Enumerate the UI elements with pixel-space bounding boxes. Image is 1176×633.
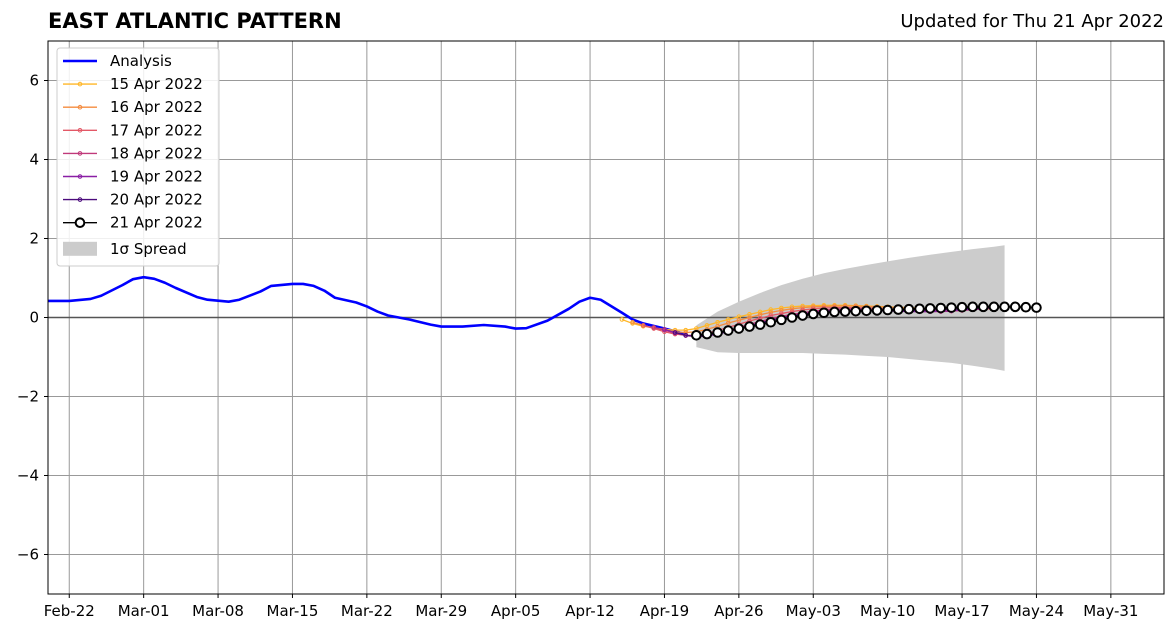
legend-label: 1σ Spread (110, 240, 187, 258)
forecast-point (722, 325, 734, 336)
forecast-point (978, 301, 989, 313)
x-tick-label: Feb-22 (44, 602, 95, 620)
legend-label: 20 Apr 2022 (110, 191, 203, 209)
updated-date: Updated for Thu 21 Apr 2022 (900, 11, 1164, 32)
x-tick-label: Mar-29 (415, 602, 467, 620)
x-tick-label: May-03 (786, 602, 841, 620)
forecast-point (757, 309, 763, 315)
y-tick-label: −6 (17, 546, 39, 564)
legend-label: 19 Apr 2022 (110, 168, 203, 186)
forecast-point (924, 303, 936, 314)
forecast-point (765, 316, 777, 328)
x-axis-ticks: Feb-22 Mar-01 Mar-08 Mar-15 Mar-22 Mar-29 Apr-… (44, 594, 1138, 620)
forecast-point (672, 330, 678, 335)
forecast-point (651, 325, 657, 330)
forecast-point (850, 305, 862, 317)
forecast-point (725, 320, 731, 326)
legend-swatch-marker (77, 174, 83, 179)
y-tick-label: 2 (29, 230, 39, 248)
forecast-21-apr-2022 (691, 301, 1042, 341)
forecast-point (999, 301, 1010, 313)
x-tick-label: May-10 (860, 602, 915, 620)
y-tick-label: −4 (17, 467, 39, 485)
legend-swatch-marker (77, 197, 83, 202)
x-tick-label: Mar-22 (341, 602, 393, 620)
forecast-point (797, 310, 808, 321)
y-tick-label: −2 (17, 388, 39, 406)
forecast-point (839, 306, 851, 317)
legend-label: 18 Apr 2022 (110, 144, 203, 162)
forecast-point (630, 319, 635, 325)
legend-label: Analysis (110, 52, 172, 70)
x-tick-label: May-17 (934, 602, 989, 620)
forecast-point (903, 303, 915, 315)
legend-label: 17 Apr 2022 (110, 121, 203, 139)
forecast-point (683, 332, 689, 338)
legend-box (56, 47, 220, 267)
forecast-point (956, 301, 968, 313)
forecast-point (701, 328, 713, 340)
forecast-point (776, 314, 787, 326)
forecast-point (712, 327, 723, 338)
x-tick-label: May-24 (1009, 602, 1064, 620)
legend-label: 15 Apr 2022 (110, 75, 203, 93)
forecast-point (935, 302, 947, 314)
x-tick-label: Mar-15 (267, 602, 319, 620)
forecast-point (1031, 302, 1042, 313)
forecast-point (691, 329, 702, 341)
y-tick-label: 0 (29, 309, 39, 327)
legend-swatch-marker (77, 104, 83, 110)
x-tick-label: Apr-26 (714, 602, 764, 620)
legend-swatch-marker (77, 128, 83, 133)
forecast-point (988, 301, 1000, 313)
forecast-point (619, 317, 625, 322)
forecast-point (946, 302, 957, 313)
x-tick-label: Apr-05 (491, 602, 541, 620)
forecast-point (640, 323, 646, 328)
forecast-point (882, 304, 893, 316)
forecast-point (754, 319, 766, 330)
forecast-point (861, 305, 872, 317)
forecast-point (1009, 301, 1021, 313)
x-tick-label: Apr-19 (640, 602, 690, 620)
analysis-line (48, 275, 687, 336)
x-tick-label: May-31 (1083, 602, 1138, 620)
x-tick-label: Mar-01 (118, 602, 170, 620)
legend-label: 21 Apr 2022 (110, 214, 203, 232)
forecast-point (807, 308, 819, 320)
forecast-point (871, 305, 883, 316)
forecast-point (662, 327, 667, 332)
legend-swatch-spread (63, 241, 97, 256)
forecast-point (768, 307, 774, 312)
analysis-series (48, 275, 687, 336)
forecast-point (744, 321, 755, 332)
forecast-point (818, 307, 830, 319)
legend-label: 16 Apr 2022 (110, 98, 203, 116)
legend: Analysis 15 Apr 2022 16 Apr 2022 17 Apr 202… (56, 47, 220, 267)
forecast-point (789, 306, 795, 312)
forecast-point (733, 323, 745, 334)
forecast-series (619, 301, 1042, 341)
forecast-point (892, 304, 904, 315)
y-axis-ticks: −6 −4 −2 0 2 4 6 (17, 72, 48, 564)
legend-swatch-marker (74, 217, 86, 228)
y-tick-label: 4 (29, 151, 39, 169)
forecast-point (829, 306, 840, 318)
legend-swatch-marker (77, 81, 83, 87)
y-tick-label: 6 (29, 72, 39, 90)
x-tick-label: Mar-08 (192, 602, 244, 620)
legend-swatch-marker (77, 151, 83, 156)
x-tick-label: Apr-12 (565, 602, 615, 620)
chart-title: EAST ATLANTIC PATTERN (48, 9, 342, 33)
forecast-point (786, 312, 798, 323)
forecast-point (967, 301, 978, 313)
forecast-point (914, 303, 925, 315)
forecast-point (1020, 301, 1032, 313)
